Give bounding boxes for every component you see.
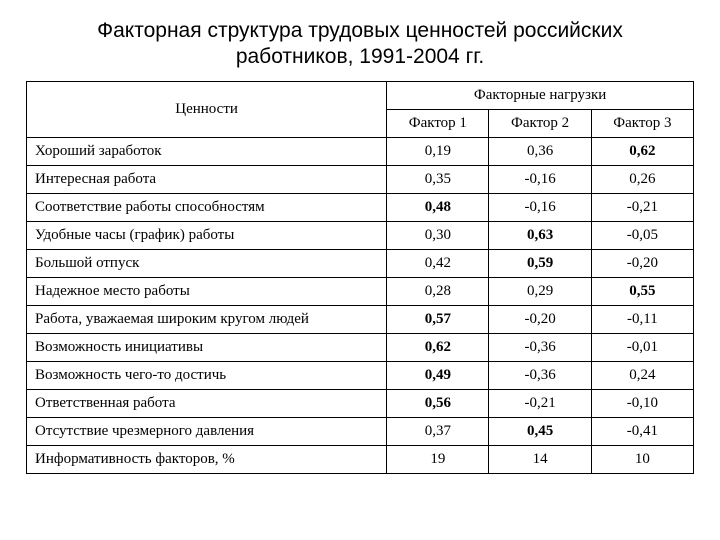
- row-label: Большой отпуск: [27, 249, 387, 277]
- row-f2: -0,36: [489, 333, 591, 361]
- header-f3: Фактор 3: [591, 109, 693, 137]
- table-row: Возможность чего-то достичь0,49-0,360,24: [27, 361, 694, 389]
- row-f3: -0,20: [591, 249, 693, 277]
- row-f1: 0,37: [387, 417, 489, 445]
- row-f2: 0,45: [489, 417, 591, 445]
- row-f3: 0,55: [591, 277, 693, 305]
- row-f3: -0,05: [591, 221, 693, 249]
- row-label: Удобные часы (график) работы: [27, 221, 387, 249]
- row-f3: -0,01: [591, 333, 693, 361]
- table-row: Отсутствие чрезмерного давления0,370,45-…: [27, 417, 694, 445]
- header-loadings: Факторные нагрузки: [387, 81, 694, 109]
- row-label: Ответственная работа: [27, 389, 387, 417]
- row-f2: 0,29: [489, 277, 591, 305]
- header-f2: Фактор 2: [489, 109, 591, 137]
- row-f2: -0,36: [489, 361, 591, 389]
- row-f2: -0,20: [489, 305, 591, 333]
- table-row: Работа, уважаемая широким кругом людей0,…: [27, 305, 694, 333]
- row-f3: -0,10: [591, 389, 693, 417]
- row-label: Хороший заработок: [27, 137, 387, 165]
- row-label: Соответствие работы способностям: [27, 193, 387, 221]
- row-f1: 0,19: [387, 137, 489, 165]
- row-f1: 0,42: [387, 249, 489, 277]
- row-f3: -0,41: [591, 417, 693, 445]
- row-f1: 0,49: [387, 361, 489, 389]
- table-row: Удобные часы (график) работы0,300,63-0,0…: [27, 221, 694, 249]
- title-line-1: Факторная структура трудовых ценностей р…: [97, 19, 623, 42]
- table-body: Хороший заработок0,190,360,62Интересная …: [27, 137, 694, 473]
- slide-title: Факторная структура трудовых ценностей р…: [26, 18, 694, 71]
- header-row-1: Ценности Факторные нагрузки: [27, 81, 694, 109]
- row-f2: 0,59: [489, 249, 591, 277]
- row-f2: -0,21: [489, 389, 591, 417]
- table-row: Соответствие работы способностям0,48-0,1…: [27, 193, 694, 221]
- row-f1: 0,48: [387, 193, 489, 221]
- row-label: Отсутствие чрезмерного давления: [27, 417, 387, 445]
- row-f1: 0,62: [387, 333, 489, 361]
- table-row: Ответственная работа0,56-0,21-0,10: [27, 389, 694, 417]
- row-label: Интересная работа: [27, 165, 387, 193]
- table-row: Интересная работа0,35-0,160,26: [27, 165, 694, 193]
- table-row: Хороший заработок0,190,360,62: [27, 137, 694, 165]
- row-label: Возможность чего-то достичь: [27, 361, 387, 389]
- row-f2: -0,16: [489, 193, 591, 221]
- row-f3: 0,62: [591, 137, 693, 165]
- row-label: Возможность инициативы: [27, 333, 387, 361]
- table-row: Возможность инициативы0,62-0,36-0,01: [27, 333, 694, 361]
- table-row: Информативность факторов, %191410: [27, 445, 694, 473]
- row-label: Информативность факторов, %: [27, 445, 387, 473]
- row-label: Надежное место работы: [27, 277, 387, 305]
- row-f1: 0,56: [387, 389, 489, 417]
- factor-table: Ценности Факторные нагрузки Фактор 1 Фак…: [26, 81, 694, 474]
- row-f2: 14: [489, 445, 591, 473]
- row-f3: 0,24: [591, 361, 693, 389]
- header-f1: Фактор 1: [387, 109, 489, 137]
- row-f1: 0,35: [387, 165, 489, 193]
- row-f1: 0,30: [387, 221, 489, 249]
- row-f3: 10: [591, 445, 693, 473]
- table-row: Надежное место работы0,280,290,55: [27, 277, 694, 305]
- row-f3: 0,26: [591, 165, 693, 193]
- row-f1: 0,57: [387, 305, 489, 333]
- row-f3: -0,11: [591, 305, 693, 333]
- header-values: Ценности: [27, 81, 387, 137]
- row-f3: -0,21: [591, 193, 693, 221]
- title-line-2: работников, 1991-2004 гг.: [236, 45, 484, 68]
- row-f2: -0,16: [489, 165, 591, 193]
- row-f1: 0,28: [387, 277, 489, 305]
- row-f1: 19: [387, 445, 489, 473]
- row-label: Работа, уважаемая широким кругом людей: [27, 305, 387, 333]
- table-row: Большой отпуск0,420,59-0,20: [27, 249, 694, 277]
- row-f2: 0,63: [489, 221, 591, 249]
- row-f2: 0,36: [489, 137, 591, 165]
